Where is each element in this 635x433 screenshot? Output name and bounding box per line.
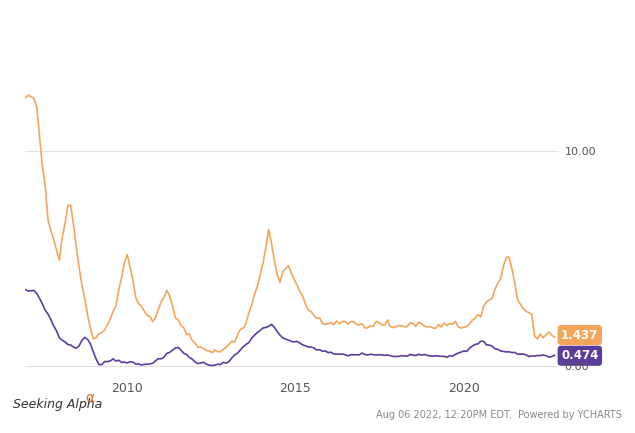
Text: 0.474: 0.474: [561, 349, 599, 362]
Text: Aug 06 2022, 12:20PM EDT.  Powered by YCHARTS: Aug 06 2022, 12:20PM EDT. Powered by YCH…: [377, 410, 622, 420]
Text: Seeking Alpha: Seeking Alpha: [13, 398, 102, 411]
Text: α: α: [86, 391, 95, 405]
Text: 1.437: 1.437: [561, 329, 598, 342]
